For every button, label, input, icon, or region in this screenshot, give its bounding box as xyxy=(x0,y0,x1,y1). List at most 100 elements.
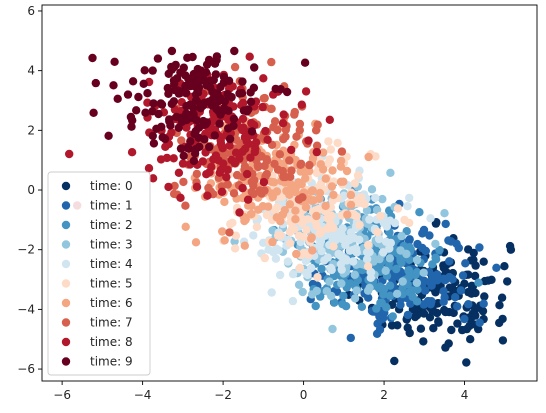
data-point xyxy=(408,292,417,302)
data-point xyxy=(183,53,192,62)
data-point xyxy=(328,234,338,243)
data-point xyxy=(223,165,232,174)
data-point xyxy=(215,119,224,128)
data-point xyxy=(110,57,119,66)
data-point xyxy=(241,215,250,224)
data-point xyxy=(127,148,137,157)
data-point xyxy=(242,107,252,116)
data-point xyxy=(466,335,475,344)
data-point xyxy=(497,293,507,302)
x-tick-label: −6 xyxy=(53,388,71,402)
data-point xyxy=(127,122,136,131)
data-point xyxy=(419,268,428,277)
data-point xyxy=(273,125,282,135)
data-point xyxy=(148,66,157,75)
data-point xyxy=(109,81,118,90)
data-point xyxy=(252,222,262,232)
legend-marker xyxy=(61,298,71,308)
data-point xyxy=(452,239,461,248)
legend-item: time: 1 xyxy=(61,199,133,213)
data-point xyxy=(238,99,247,108)
legend-marker xyxy=(61,259,71,269)
data-point xyxy=(387,321,397,330)
data-point xyxy=(400,215,409,225)
data-point xyxy=(189,103,198,113)
data-point xyxy=(362,255,372,264)
data-point xyxy=(313,120,322,129)
data-point xyxy=(308,246,317,255)
data-point xyxy=(291,183,301,192)
data-point xyxy=(346,333,355,343)
data-point xyxy=(267,57,276,67)
data-point xyxy=(478,306,488,316)
data-point xyxy=(134,92,143,102)
data-point xyxy=(225,134,235,144)
data-point xyxy=(312,286,321,296)
data-point xyxy=(403,323,412,332)
data-point xyxy=(157,122,166,131)
data-point xyxy=(312,147,321,157)
data-point xyxy=(232,170,242,180)
data-point xyxy=(315,194,324,203)
data-point xyxy=(247,118,256,128)
data-point xyxy=(444,236,453,245)
data-point xyxy=(282,87,292,97)
data-point xyxy=(337,265,346,274)
data-point xyxy=(148,131,157,141)
y-tick-label: −2 xyxy=(17,243,35,257)
data-point xyxy=(298,193,307,202)
series-9 xyxy=(88,46,310,166)
data-point xyxy=(312,221,321,231)
data-point xyxy=(396,300,405,309)
data-point xyxy=(386,168,395,177)
data-point xyxy=(212,55,221,65)
data-point xyxy=(191,90,201,99)
legend-marker xyxy=(61,357,71,366)
data-point xyxy=(167,46,177,56)
data-point xyxy=(332,287,342,296)
data-point xyxy=(249,181,258,190)
data-point xyxy=(139,79,148,89)
data-point xyxy=(374,234,384,244)
data-point xyxy=(362,248,372,257)
legend-label: time: 3 xyxy=(90,238,133,252)
data-point xyxy=(268,237,277,247)
data-point xyxy=(230,159,240,168)
data-point xyxy=(412,268,422,277)
data-point xyxy=(177,136,186,145)
data-point xyxy=(283,257,293,266)
data-point xyxy=(217,187,227,196)
data-point xyxy=(325,115,334,125)
data-point xyxy=(176,144,186,153)
data-point xyxy=(371,193,380,203)
data-point xyxy=(254,162,263,172)
data-point xyxy=(419,337,428,346)
data-point xyxy=(258,102,267,112)
data-point xyxy=(238,126,247,135)
data-point xyxy=(321,201,330,211)
data-point xyxy=(213,89,222,98)
data-point xyxy=(398,277,407,286)
data-point xyxy=(373,227,382,237)
data-point xyxy=(279,110,288,119)
legend-label: time: 7 xyxy=(90,316,133,330)
legend-marker xyxy=(61,240,71,249)
data-point xyxy=(365,215,374,224)
data-point xyxy=(278,119,288,128)
data-point xyxy=(229,121,238,131)
data-point xyxy=(458,271,468,280)
data-point xyxy=(281,172,290,182)
data-point xyxy=(385,291,395,300)
data-point xyxy=(113,94,122,104)
data-point xyxy=(89,108,98,118)
data-point xyxy=(260,253,269,263)
data-point xyxy=(353,171,363,180)
data-point xyxy=(345,235,354,245)
data-point xyxy=(445,283,454,292)
data-point xyxy=(214,97,223,106)
data-point xyxy=(328,324,337,334)
data-point xyxy=(453,319,462,328)
data-point xyxy=(367,185,377,194)
data-point xyxy=(238,114,248,124)
data-point xyxy=(441,307,450,317)
